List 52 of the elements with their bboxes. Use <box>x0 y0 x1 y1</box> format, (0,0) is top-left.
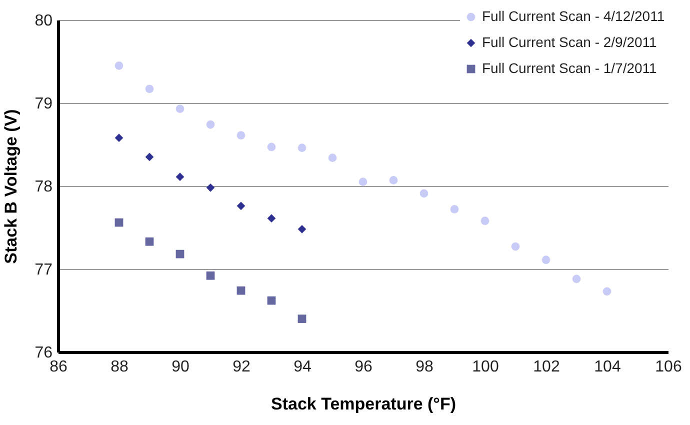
point <box>114 134 124 142</box>
point <box>298 144 306 152</box>
point <box>511 242 520 251</box>
y-axis-title: Stack B Voltage (V) <box>2 109 21 264</box>
point <box>298 314 306 323</box>
point <box>114 218 124 227</box>
point <box>328 154 337 162</box>
point <box>267 214 276 223</box>
point <box>389 176 398 184</box>
x-tick-label: 88 <box>110 358 128 376</box>
point <box>176 172 184 182</box>
y-tick-label: 78 <box>34 178 53 196</box>
point <box>176 104 184 113</box>
point <box>420 189 428 198</box>
point <box>298 224 306 234</box>
y-tick-label: 76 <box>34 344 53 362</box>
x-tick-label: 92 <box>232 358 250 376</box>
point <box>572 274 581 284</box>
x-tick-label: 100 <box>472 358 499 376</box>
point <box>236 131 246 140</box>
x-tick-label: 86 <box>50 358 68 376</box>
point <box>145 84 154 94</box>
point <box>358 178 368 186</box>
x-tick-label: 102 <box>533 358 560 376</box>
x-tick-label: 104 <box>594 358 621 376</box>
point <box>542 256 550 264</box>
legend-label: Full Current Scan - 1/7/2011 <box>482 60 658 76</box>
point <box>267 142 276 152</box>
point <box>480 216 490 226</box>
x-tick-label: 96 <box>354 358 372 376</box>
x-tick-label: 106 <box>655 358 682 376</box>
y-tick-label: 80 <box>34 12 53 30</box>
x-tick-label: 94 <box>294 358 312 376</box>
point <box>236 202 246 210</box>
x-axis-title: Stack Temperature (°F) <box>270 394 456 414</box>
x-tick-label: 90 <box>172 358 190 376</box>
point <box>145 237 154 246</box>
point <box>236 286 246 295</box>
point <box>267 296 276 305</box>
point <box>176 250 184 258</box>
point <box>206 120 215 129</box>
point <box>602 287 612 296</box>
point <box>114 61 124 70</box>
x-tick-label: 98 <box>416 358 434 376</box>
point <box>145 152 154 162</box>
point <box>450 205 459 214</box>
legend-label: Full Current Scan - 4/12/2011 <box>482 8 665 24</box>
point <box>206 271 215 280</box>
y-tick-label: 79 <box>34 96 53 112</box>
y-tick-label: 77 <box>34 262 53 278</box>
point <box>206 183 215 192</box>
legend-label: Full Current Scan - 2/9/2011 <box>482 34 658 50</box>
